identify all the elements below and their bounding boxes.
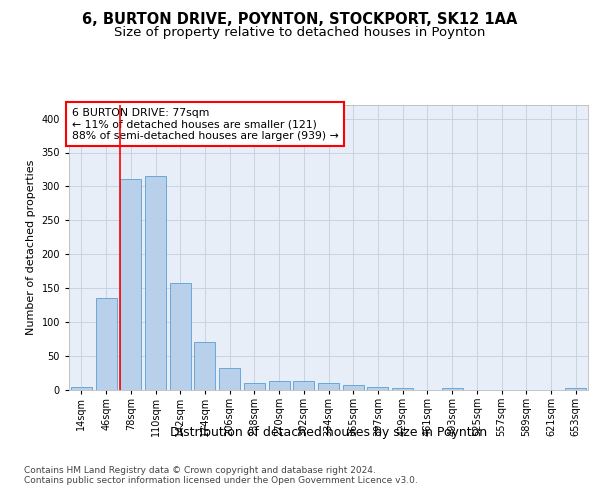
Text: 6 BURTON DRIVE: 77sqm
← 11% of detached houses are smaller (121)
88% of semi-det: 6 BURTON DRIVE: 77sqm ← 11% of detached … <box>71 108 338 141</box>
Bar <box>293 380 314 390</box>
Text: Size of property relative to detached houses in Poynton: Size of property relative to detached ho… <box>115 26 485 39</box>
Bar <box>120 179 141 390</box>
Bar <box>269 381 290 390</box>
Text: Contains HM Land Registry data © Crown copyright and database right 2024.
Contai: Contains HM Land Registry data © Crown c… <box>24 466 418 485</box>
Text: 6, BURTON DRIVE, POYNTON, STOCKPORT, SK12 1AA: 6, BURTON DRIVE, POYNTON, STOCKPORT, SK1… <box>82 12 518 28</box>
Bar <box>343 384 364 390</box>
Bar <box>219 368 240 390</box>
Bar <box>244 383 265 390</box>
Bar <box>367 388 388 390</box>
Bar <box>95 298 116 390</box>
Bar <box>194 342 215 390</box>
Bar <box>442 388 463 390</box>
Bar <box>145 176 166 390</box>
Bar <box>170 283 191 390</box>
Bar <box>318 383 339 390</box>
Bar <box>565 388 586 390</box>
Y-axis label: Number of detached properties: Number of detached properties <box>26 160 36 335</box>
Text: Distribution of detached houses by size in Poynton: Distribution of detached houses by size … <box>170 426 487 439</box>
Bar <box>392 388 413 390</box>
Bar <box>71 388 92 390</box>
